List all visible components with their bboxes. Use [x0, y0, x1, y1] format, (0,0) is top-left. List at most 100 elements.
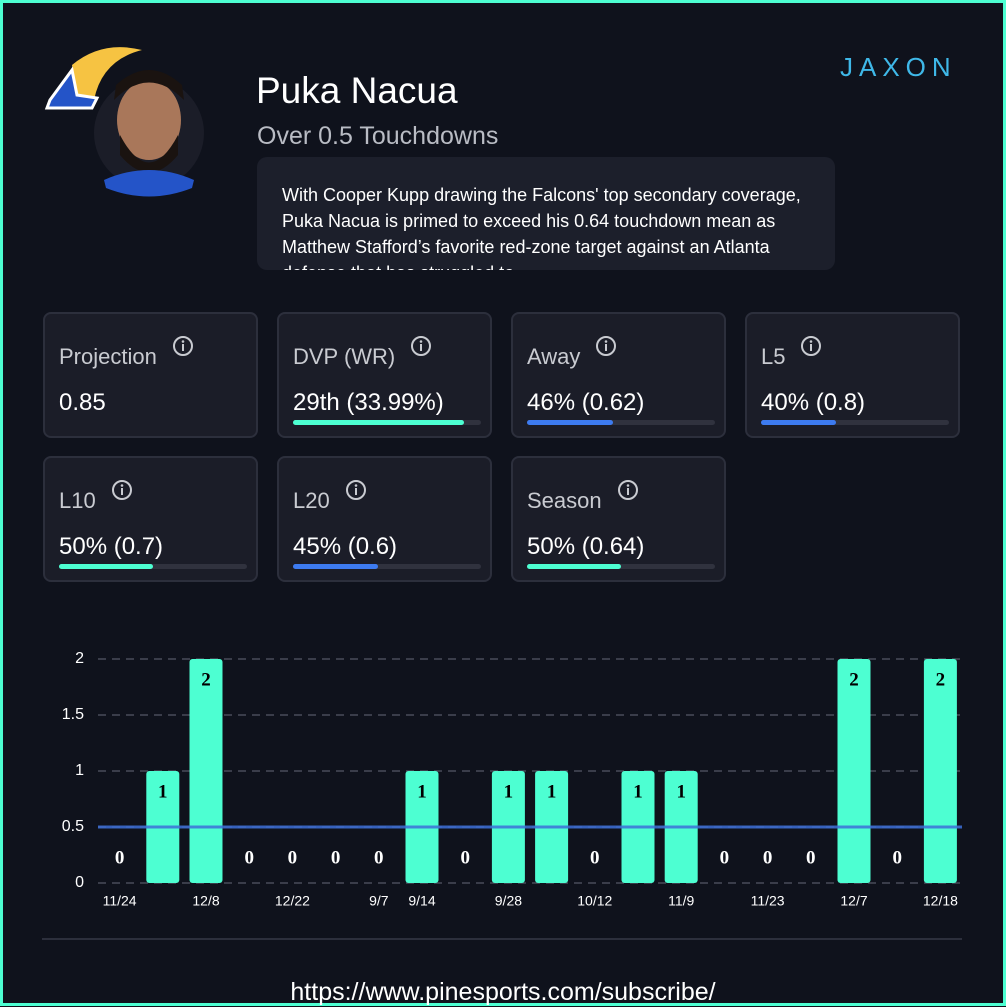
bar	[923, 659, 957, 883]
info-i	[605, 344, 607, 351]
info-dot	[604, 340, 608, 343]
data-label: 2	[201, 669, 211, 690]
progress-bar	[761, 420, 837, 425]
stat-value: 50% (0.64)	[527, 533, 645, 560]
info-dot	[809, 340, 813, 343]
data-label: 1	[676, 781, 686, 802]
x-tick-label: 12/22	[275, 893, 310, 909]
stat-card: Projection 0.85	[43, 312, 258, 438]
stat-value: 0.85	[59, 389, 106, 416]
info-circle	[596, 336, 616, 356]
info-circle	[112, 480, 132, 500]
data-label: 1	[158, 781, 168, 802]
data-label: 1	[547, 781, 557, 802]
progress-track	[527, 564, 715, 569]
stat-label: L10	[59, 488, 96, 513]
progress-bar	[527, 564, 621, 569]
x-tick-label: 10/12	[577, 893, 612, 909]
brand-logo: JAXON	[840, 52, 957, 82]
info-icon	[596, 336, 616, 356]
data-label: 1	[417, 781, 427, 802]
info-icon	[173, 336, 193, 356]
data-label: 0	[763, 847, 773, 868]
player-image	[44, 47, 204, 197]
data-label: 0	[331, 847, 341, 868]
data-label: 0	[892, 847, 902, 868]
info-icon	[411, 336, 431, 356]
progress-bar	[293, 420, 465, 425]
stat-card: Season 50% (0.64)	[511, 456, 726, 582]
data-label: 0	[460, 847, 470, 868]
info-circle	[411, 336, 431, 356]
x-tick-label: 9/28	[495, 893, 522, 909]
x-tick-label: 11/24	[103, 893, 137, 909]
stat-value: 50% (0.7)	[59, 533, 164, 560]
x-tick-label: 11/23	[751, 893, 785, 909]
data-label: 0	[288, 847, 298, 868]
data-label: 0	[374, 847, 384, 868]
info-dot	[120, 484, 124, 487]
progress-bar	[59, 564, 153, 569]
info-i	[810, 344, 812, 351]
data-label: 2	[936, 669, 946, 690]
info-icon	[346, 480, 366, 500]
stat-value: 45% (0.6)	[293, 533, 398, 560]
data-label: 0	[244, 847, 254, 868]
progress-bar	[293, 564, 378, 569]
info-icon	[618, 480, 638, 500]
stat-card: Away 46% (0.62)	[511, 312, 726, 438]
stat-label: DVP (WR)	[293, 344, 396, 369]
info-dot	[181, 340, 185, 343]
y-tick-label: 2	[75, 650, 84, 667]
x-tick-label: 12/18	[923, 893, 958, 909]
info-circle	[173, 336, 193, 356]
stat-value: 29th (33.99%)	[293, 389, 444, 416]
bar	[837, 659, 871, 883]
bet-subtitle: Over 0.5 Touchdowns	[257, 122, 499, 150]
stat-label: Projection	[59, 344, 157, 369]
separator	[42, 938, 962, 940]
info-icon	[801, 336, 821, 356]
info-circle	[618, 480, 638, 500]
info-circle	[346, 480, 366, 500]
info-circle	[801, 336, 821, 356]
stat-value: 40% (0.8)	[761, 389, 866, 416]
progress-track	[761, 420, 949, 425]
info-i	[182, 344, 184, 351]
data-label: 0	[115, 847, 125, 868]
x-tick-label: 12/7	[840, 893, 867, 909]
stat-label: Season	[527, 488, 602, 513]
y-tick-label: 1.5	[62, 706, 84, 723]
x-tick-label: 12/8	[192, 893, 219, 909]
info-dot	[354, 484, 358, 487]
info-i	[355, 488, 357, 495]
progress-track	[59, 564, 247, 569]
info-i	[420, 344, 422, 351]
y-tick-label: 0.5	[62, 818, 84, 835]
info-i	[121, 488, 123, 495]
data-label: 0	[806, 847, 816, 868]
data-label: 0	[720, 847, 730, 868]
stat-card: L10 50% (0.7)	[43, 456, 258, 582]
stat-label: Away	[527, 344, 581, 369]
progress-track	[293, 564, 481, 569]
stat-label: L20	[293, 488, 330, 513]
progress-bar	[527, 420, 614, 425]
info-i	[627, 488, 629, 495]
stat-card: L20 45% (0.6)	[277, 456, 492, 582]
subscribe-url: https://www.pinesports.com/subscribe/	[290, 978, 716, 1006]
x-tick-label: 9/7	[369, 893, 389, 909]
x-tick-label: 11/9	[668, 893, 694, 909]
data-label: 0	[590, 847, 600, 868]
stat-value: 46% (0.62)	[527, 389, 645, 416]
data-label: 1	[633, 781, 643, 802]
info-dot	[419, 340, 423, 343]
progress-track	[293, 420, 481, 425]
y-tick-label: 0	[75, 874, 84, 891]
info-dot	[626, 484, 630, 487]
x-tick-label: 9/14	[408, 893, 435, 909]
stat-card: DVP (WR) 29th (33.99%)	[277, 312, 492, 438]
stat-card: L5 40% (0.8)	[745, 312, 960, 438]
y-tick-label: 1	[75, 762, 84, 779]
